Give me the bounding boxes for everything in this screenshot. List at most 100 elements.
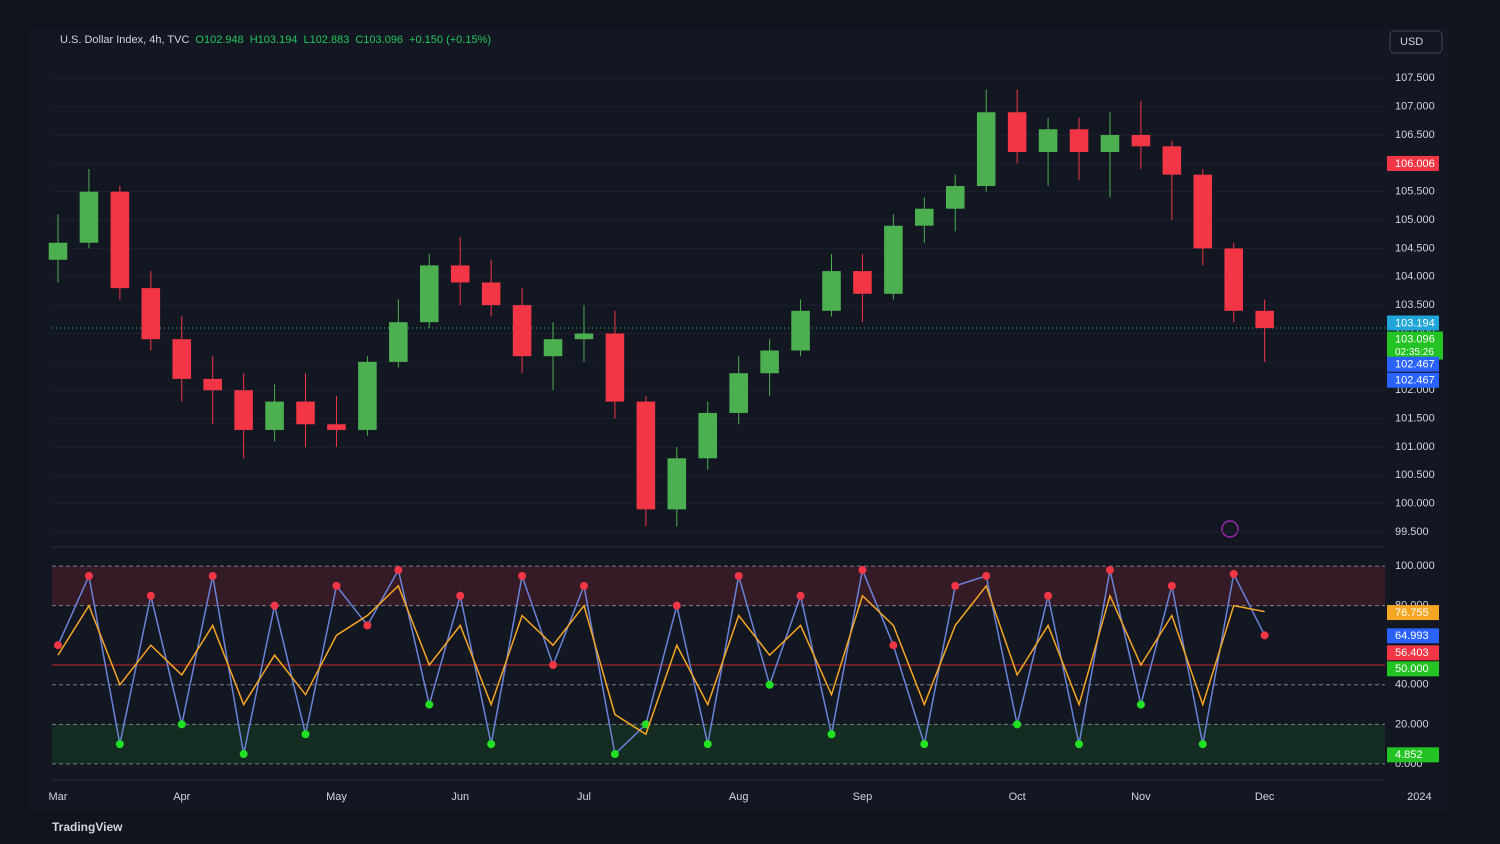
candle-body — [1038, 129, 1058, 152]
x-tick-label: Jul — [577, 791, 591, 803]
candle-body — [481, 282, 501, 306]
signal-dot — [1136, 700, 1145, 709]
x-tick-label: Sep — [853, 791, 873, 803]
candle-body — [636, 401, 656, 510]
y-tick-label: 40.000 — [1395, 679, 1429, 691]
candle-body — [574, 333, 594, 340]
y-tick-label: 99.500 — [1395, 526, 1429, 538]
candle-body — [915, 208, 934, 226]
signal-dot — [982, 571, 991, 580]
signal-dot — [332, 581, 341, 590]
candle-body — [791, 310, 810, 351]
countdown: 02:35:26 — [1395, 347, 1434, 358]
price-tag — [1387, 605, 1439, 621]
signal-dot — [889, 641, 898, 650]
header-item: +0.150 (+0.15%) — [409, 34, 491, 46]
candle-body — [1069, 129, 1089, 152]
candle-body — [450, 265, 470, 283]
candle-body — [1131, 134, 1151, 147]
candle-body — [853, 271, 872, 294]
candle-body — [79, 191, 99, 243]
x-tick-label: Nov — [1131, 791, 1151, 803]
candle-body — [976, 112, 996, 187]
price-tag-label: 103.096 — [1395, 333, 1435, 345]
x-tick-label: Jun — [451, 791, 469, 803]
y-tick-label: 101.000 — [1395, 441, 1435, 453]
x-tick-label: Dec — [1255, 791, 1275, 803]
signal-dot — [1229, 569, 1238, 578]
price-tag-label: 4.852 — [1395, 749, 1423, 761]
signal-dot — [239, 750, 248, 759]
signal-dot — [1044, 591, 1053, 600]
y-tick-label: 105.000 — [1395, 214, 1435, 226]
price-tag-label: 76.755 — [1395, 607, 1429, 619]
candle-body — [234, 390, 253, 430]
y-tick-label: 104.500 — [1395, 242, 1435, 254]
signal-dot — [796, 591, 805, 600]
candle-body — [265, 401, 284, 430]
candle-body — [203, 378, 222, 391]
y-tick-label: 104.000 — [1395, 271, 1435, 283]
x-tick-label: Mar — [49, 791, 68, 803]
x-tick-label: Apr — [173, 791, 190, 803]
y-tick-label: 100.000 — [1395, 498, 1435, 510]
y-tick-label: 100.000 — [1395, 560, 1435, 572]
signal-dot — [672, 601, 681, 610]
y-tick-label: 107.000 — [1395, 100, 1435, 112]
header-item: L102.883 — [303, 34, 349, 46]
signal-dot — [54, 641, 62, 650]
y-tick-label: 105.500 — [1395, 186, 1435, 198]
signal-dot — [487, 740, 496, 749]
signal-dot — [858, 566, 867, 575]
signal-dot — [920, 740, 929, 749]
candle-body — [1007, 112, 1027, 152]
signal-dot — [1013, 720, 1022, 729]
signal-dot — [177, 720, 186, 729]
candle-body — [698, 412, 718, 459]
price-tag — [1387, 356, 1439, 372]
candle-body — [729, 373, 748, 413]
candle-body — [667, 458, 687, 510]
price-tag — [1387, 331, 1443, 360]
y-tick-label: 103.500 — [1395, 299, 1435, 311]
candle-body — [543, 339, 563, 357]
price-tag — [1387, 315, 1439, 331]
x-tick-label: Aug — [729, 791, 749, 803]
candle-body — [389, 322, 408, 362]
price-tag-label: 50.000 — [1395, 663, 1429, 675]
y-tick-label: 106.500 — [1395, 129, 1435, 141]
price-tag-label: 106.006 — [1395, 158, 1435, 170]
candle-body — [172, 339, 192, 379]
signal-dot — [610, 750, 619, 759]
signal-dot — [425, 700, 434, 709]
signal-dot — [549, 661, 558, 669]
candle-body — [1193, 174, 1213, 249]
alert-icon[interactable] — [1221, 520, 1239, 538]
signal-dot — [363, 621, 372, 630]
currency-button[interactable] — [1389, 30, 1443, 54]
signal-dot — [1105, 566, 1114, 575]
candle-body — [48, 242, 68, 260]
candle-body — [1162, 146, 1182, 175]
price-tag-label: 102.467 — [1395, 359, 1435, 371]
oscillator-line — [57, 584, 1265, 736]
signal-dot — [734, 571, 743, 580]
header-item: U.S. Dollar Index, 4h, TVC — [60, 34, 189, 46]
candle-body — [296, 401, 315, 425]
signal-dot — [1075, 740, 1084, 749]
price-tag-label: 102.467 — [1395, 375, 1435, 387]
candle-body — [760, 350, 779, 374]
signal-dot — [1198, 740, 1207, 749]
candle-body — [110, 191, 130, 289]
y-tick-label: 20.000 — [1395, 718, 1429, 730]
signal-dot — [1260, 631, 1269, 640]
signal-dot — [208, 571, 217, 580]
price-tag — [1387, 372, 1439, 388]
price-tag — [1387, 628, 1439, 644]
x-tick-label: 2024 — [1407, 791, 1431, 803]
candle-body — [512, 305, 532, 357]
candle-body — [822, 271, 841, 311]
candle-body — [884, 225, 903, 294]
price-tag — [1387, 661, 1439, 677]
